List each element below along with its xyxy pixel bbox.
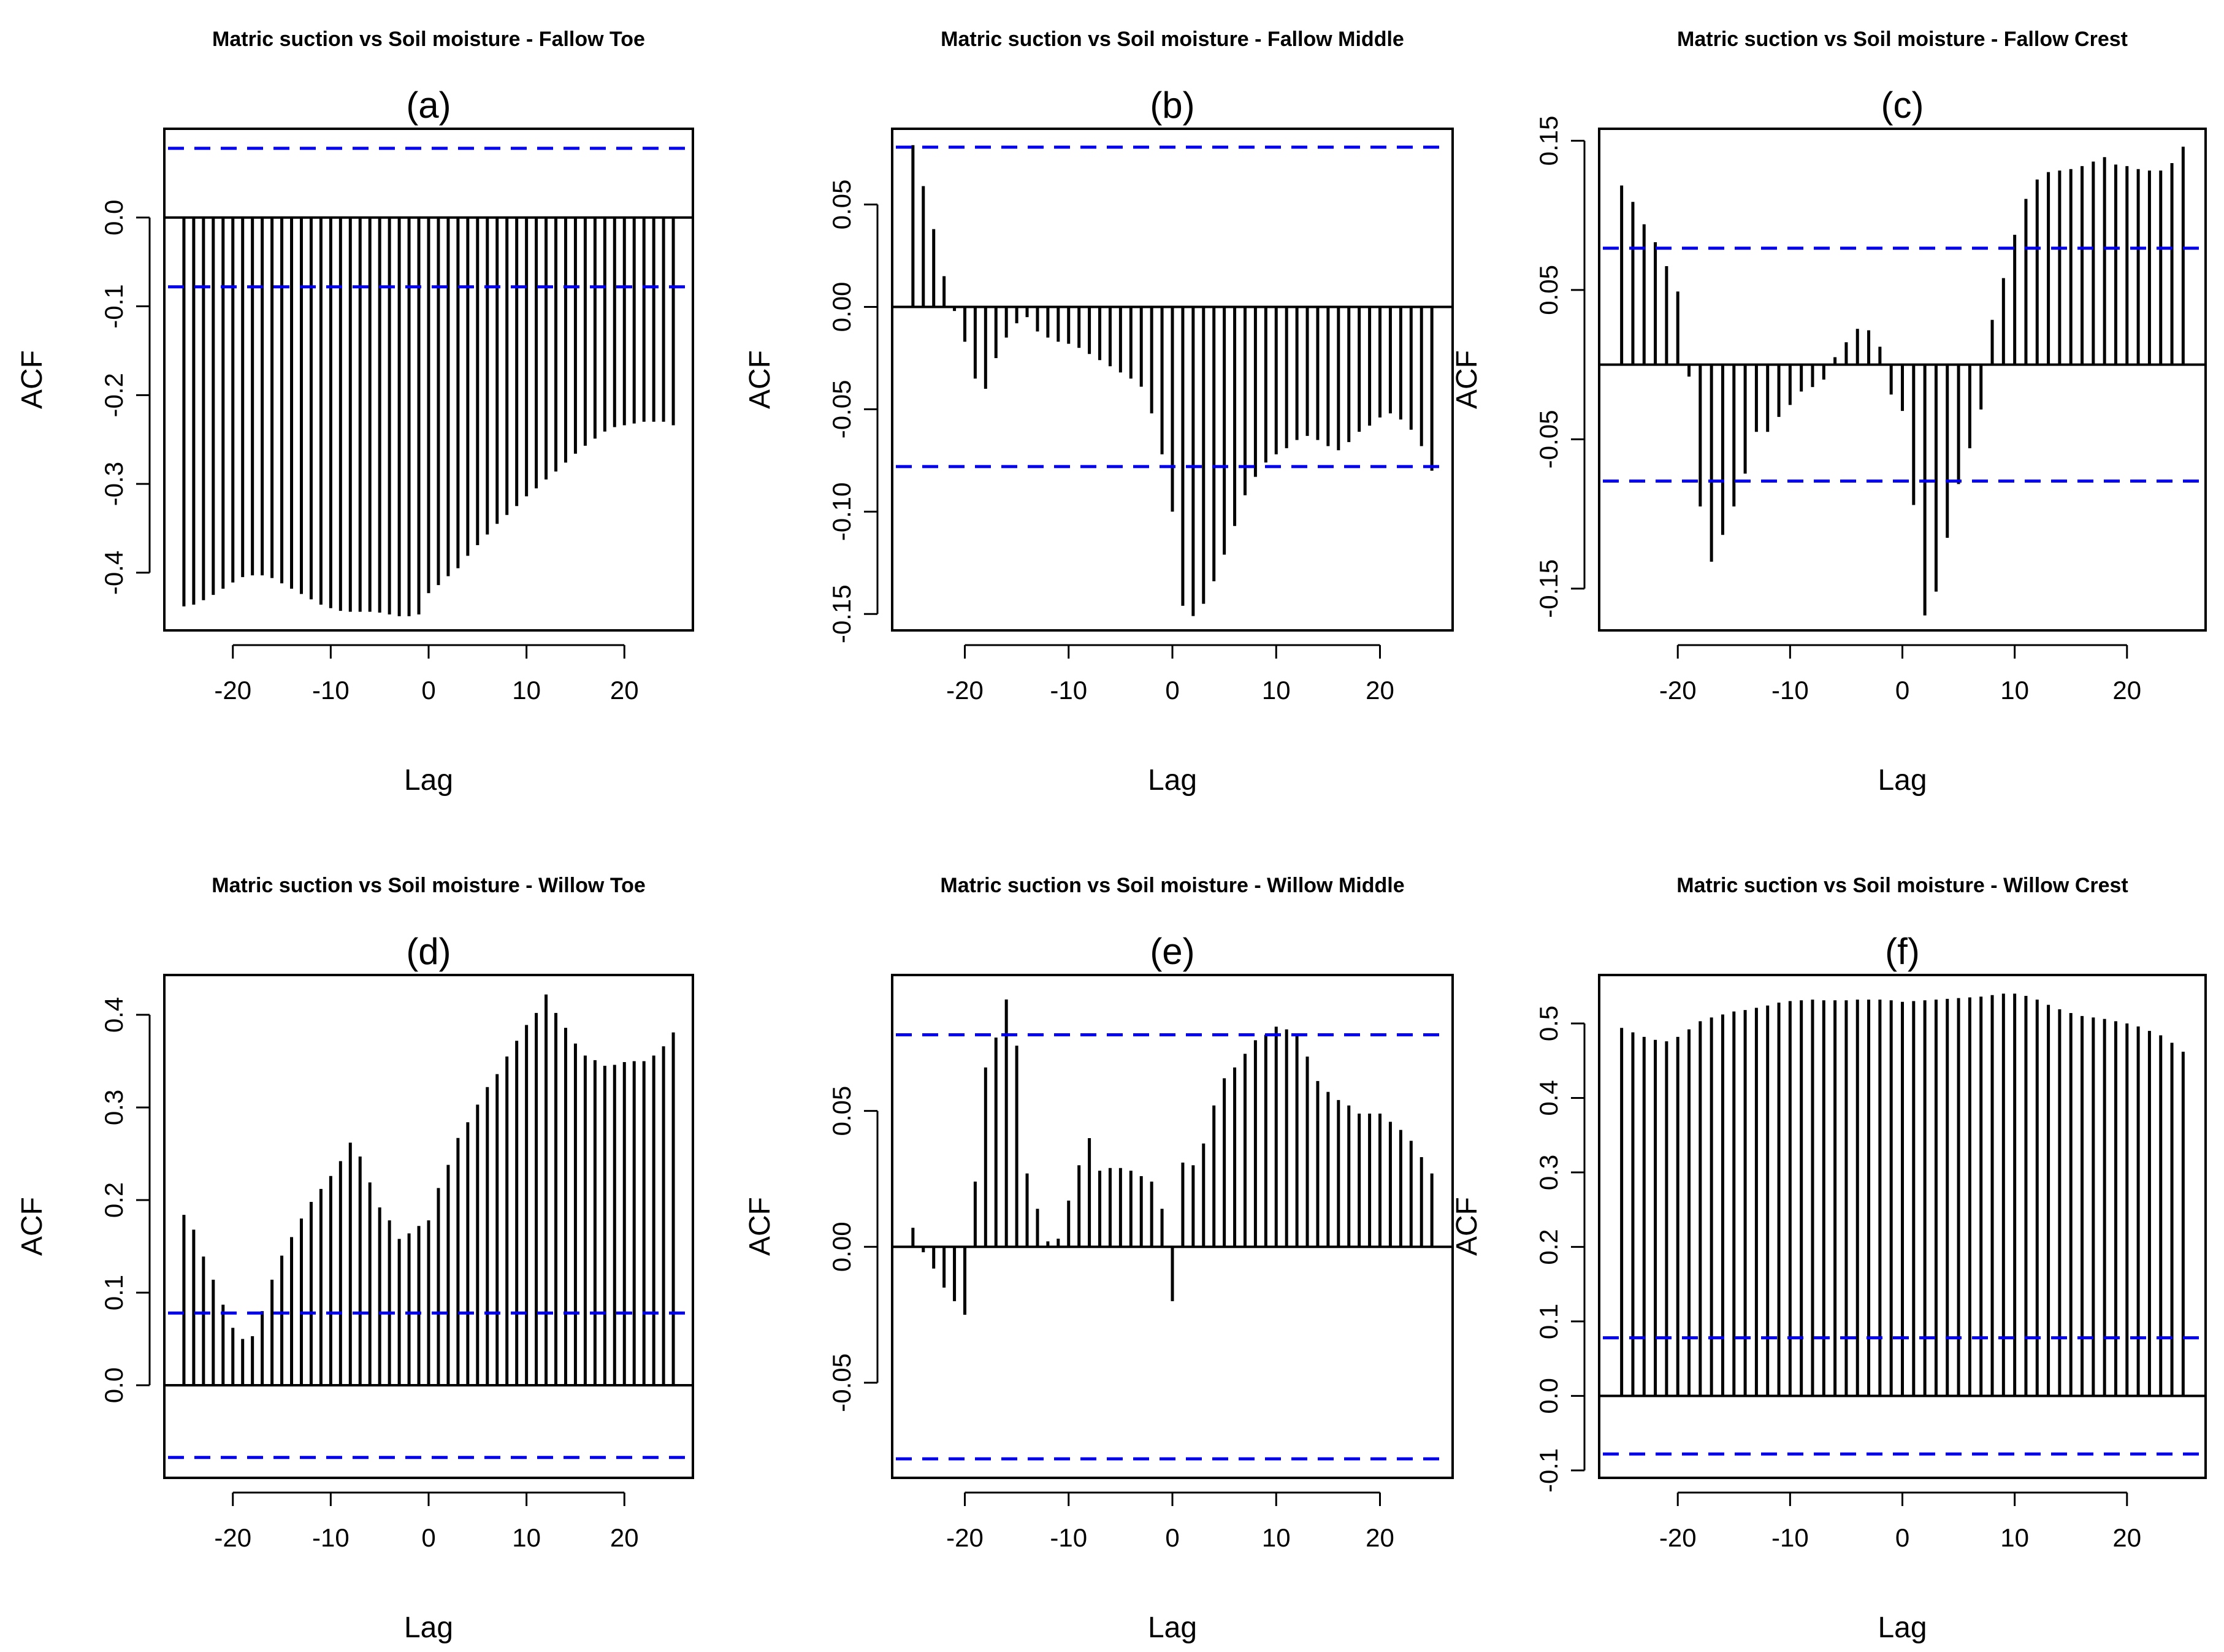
y-tick-label: 0.00 <box>827 282 856 332</box>
panel-subtitle: (a) <box>406 85 451 126</box>
x-tick-label: -10 <box>1050 676 1087 705</box>
x-tick-label: -20 <box>214 1523 251 1552</box>
x-axis-label: Lag <box>404 1612 453 1644</box>
x-tick-label: -20 <box>1659 676 1697 705</box>
y-tick-label: 0.3 <box>99 1090 128 1125</box>
y-tick-label: 0.0 <box>1534 1378 1563 1413</box>
x-tick-label: 10 <box>1262 1523 1291 1552</box>
x-tick-label: 0 <box>1165 1523 1179 1552</box>
x-tick-label: -20 <box>214 676 251 705</box>
y-tick-label: 0.2 <box>99 1182 128 1218</box>
panel-subtitle: (f) <box>1885 931 1920 972</box>
x-axis-label: Lag <box>1878 1612 1927 1644</box>
y-axis-label: ACF <box>1451 1197 1483 1256</box>
y-tick-label: -0.1 <box>99 284 128 328</box>
panel-title: Matric suction vs Soil moisture - Fallow… <box>1677 28 2128 51</box>
x-tick-label: 20 <box>2112 676 2141 705</box>
y-tick-label: -0.15 <box>1534 559 1563 618</box>
y-tick-label: -0.05 <box>1534 410 1563 469</box>
panel-b: Matric suction vs Soil moisture - Fallow… <box>744 28 1454 797</box>
x-tick-label: 20 <box>610 676 639 705</box>
x-axis-label: Lag <box>1148 1612 1197 1644</box>
y-tick-label: 0.0 <box>99 200 128 235</box>
panel-a: Matric suction vs Soil moisture - Fallow… <box>16 28 694 797</box>
y-axis-label: ACF <box>744 350 776 409</box>
y-axis-label: ACF <box>1451 350 1483 409</box>
x-tick-label: 0 <box>421 1523 435 1552</box>
x-tick-label: 0 <box>1895 1523 1909 1552</box>
y-tick-label: 0.1 <box>1534 1304 1563 1339</box>
y-axis-label: ACF <box>16 1197 48 1256</box>
panel-d: Matric suction vs Soil moisture - Willow… <box>16 874 694 1644</box>
plot-frame <box>163 128 694 632</box>
x-tick-label: -20 <box>1659 1523 1697 1552</box>
panel-c: Matric suction vs Soil moisture - Fallow… <box>1451 28 2207 797</box>
x-tick-label: 10 <box>2000 676 2029 705</box>
y-tick-label: 0.0 <box>99 1367 128 1403</box>
x-tick-label: 20 <box>1366 676 1394 705</box>
panel-subtitle: (c) <box>1881 85 1924 126</box>
y-tick-label: 0.15 <box>1534 116 1563 166</box>
y-tick-label: 0.3 <box>1534 1155 1563 1190</box>
plot-frame <box>1598 974 2207 1479</box>
plot-frame <box>891 974 1454 1479</box>
x-tick-label: 10 <box>2000 1523 2029 1552</box>
x-tick-label: 20 <box>1366 1523 1394 1552</box>
y-tick-label: 0.05 <box>827 180 856 230</box>
y-tick-label: 0.4 <box>99 997 128 1033</box>
y-tick-label: -0.10 <box>827 482 856 541</box>
y-tick-label: 0.2 <box>1534 1229 1563 1264</box>
y-axis-label: ACF <box>744 1197 776 1256</box>
x-tick-label: 0 <box>1895 676 1909 705</box>
x-tick-label: -10 <box>1050 1523 1087 1552</box>
panel-f: Matric suction vs Soil moisture - Willow… <box>1451 874 2207 1644</box>
panel-e: Matric suction vs Soil moisture - Willow… <box>744 874 1454 1644</box>
x-tick-label: 10 <box>512 1523 541 1552</box>
y-tick-label: 0.4 <box>1534 1080 1563 1115</box>
panel-subtitle: (b) <box>1150 85 1194 126</box>
y-tick-label: -0.1 <box>1534 1448 1563 1493</box>
x-tick-label: -20 <box>946 1523 984 1552</box>
panel-title: Matric suction vs Soil moisture - Willow… <box>1676 874 2128 897</box>
x-tick-label: -10 <box>1771 1523 1809 1552</box>
panel-title: Matric suction vs Soil moisture - Fallow… <box>941 28 1404 51</box>
x-tick-label: -10 <box>1771 676 1809 705</box>
x-tick-label: 0 <box>1165 676 1179 705</box>
plot-frame <box>1598 128 2207 632</box>
y-tick-label: -0.2 <box>99 373 128 417</box>
plot-frame <box>891 128 1454 632</box>
panel-title: Matric suction vs Soil moisture - Willow… <box>212 874 646 897</box>
x-tick-label: 20 <box>2112 1523 2141 1552</box>
y-tick-label: 0.5 <box>1534 1006 1563 1041</box>
x-tick-label: -20 <box>946 676 984 705</box>
y-tick-label: -0.05 <box>827 1353 856 1412</box>
panel-subtitle: (e) <box>1150 931 1194 972</box>
y-tick-label: -0.3 <box>99 462 128 506</box>
x-tick-label: 10 <box>1262 676 1291 705</box>
y-axis-label: ACF <box>16 350 48 409</box>
panel-subtitle: (d) <box>406 931 451 972</box>
x-tick-label: 10 <box>512 676 541 705</box>
x-axis-label: Lag <box>1148 764 1197 797</box>
y-tick-label: 0.1 <box>99 1275 128 1310</box>
y-tick-label: -0.4 <box>99 551 128 595</box>
plot-frame <box>163 974 694 1479</box>
x-axis-label: Lag <box>1878 764 1927 797</box>
x-tick-label: -10 <box>312 676 350 705</box>
x-axis-label: Lag <box>404 764 453 797</box>
x-tick-label: 0 <box>421 676 435 705</box>
y-tick-label: -0.05 <box>827 380 856 439</box>
x-tick-label: -10 <box>312 1523 350 1552</box>
panel-title: Matric suction vs Soil moisture - Fallow… <box>212 28 645 51</box>
y-tick-label: -0.15 <box>827 584 856 643</box>
y-tick-label: 0.00 <box>827 1222 856 1272</box>
panel-title: Matric suction vs Soil moisture - Willow… <box>940 874 1404 897</box>
y-tick-label: 0.05 <box>1534 265 1563 315</box>
y-tick-label: 0.05 <box>827 1086 856 1136</box>
x-tick-label: 20 <box>610 1523 639 1552</box>
